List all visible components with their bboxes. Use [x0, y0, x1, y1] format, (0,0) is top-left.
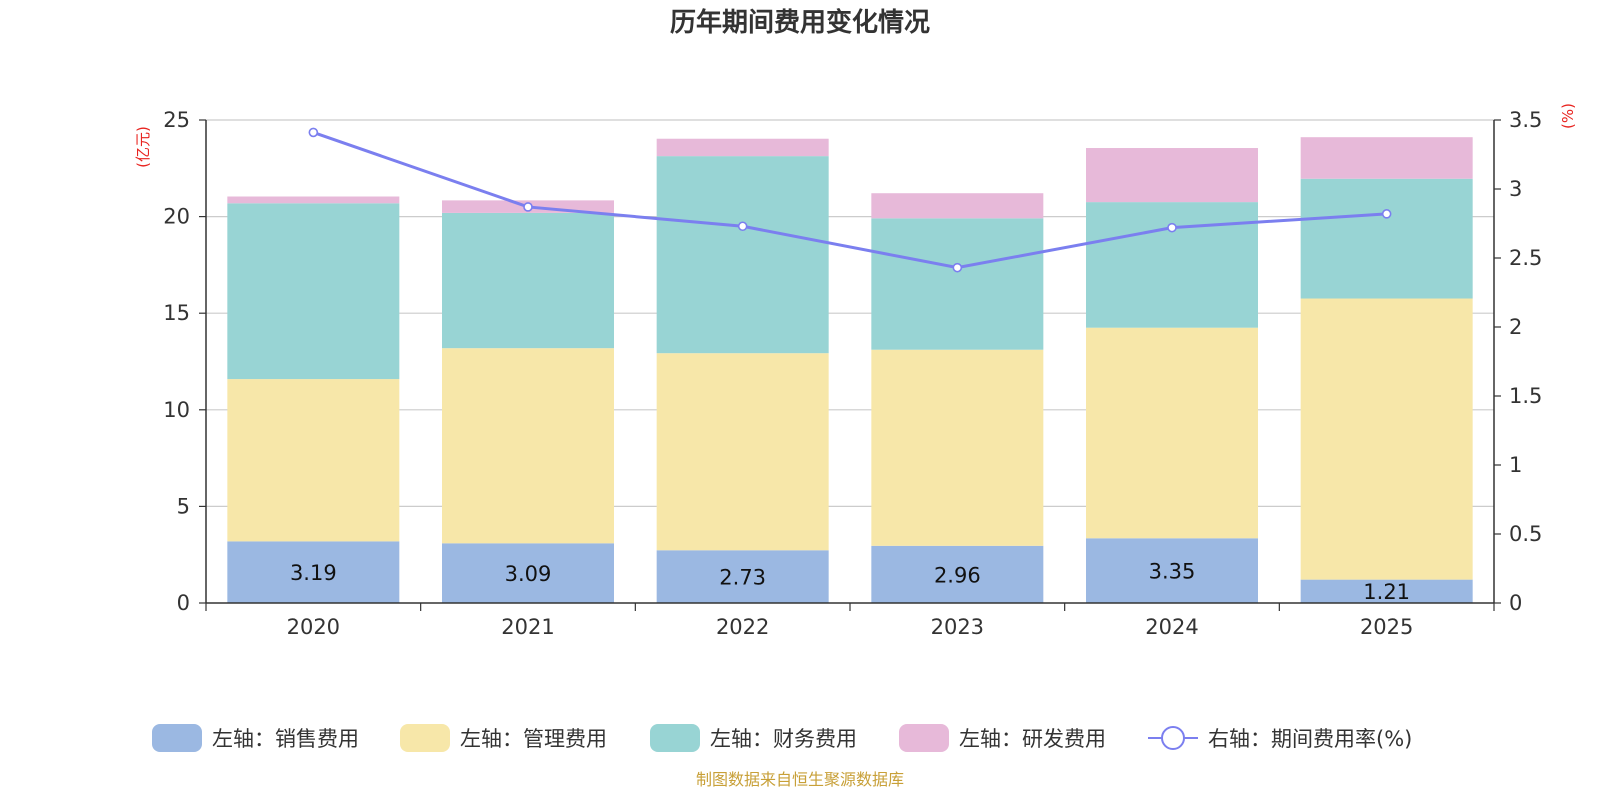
legend-label: 左轴：财务费用	[710, 727, 857, 751]
legend-swatch	[152, 724, 202, 752]
bar-data-label: 2.73	[719, 566, 766, 590]
right-tick-label: 1.5	[1509, 384, 1542, 408]
gridlines	[206, 119, 1494, 507]
legend-swatch	[899, 724, 949, 752]
bar-segment	[1086, 202, 1258, 328]
category-label: 2021	[501, 615, 554, 639]
category-label: 2023	[931, 615, 984, 639]
right-tick-label: 2.5	[1509, 246, 1542, 270]
category-label: 2024	[1145, 615, 1198, 639]
right-tick-label: 3	[1509, 177, 1522, 201]
left-tick-label: 25	[163, 108, 190, 132]
chart-title: 历年期间费用变化情况	[670, 7, 930, 38]
bar-segment	[871, 545, 1044, 603]
data-labels: 3.19 3.09 2.73 2.96 3.35 1.21	[290, 560, 1410, 604]
axes	[199, 119, 1501, 611]
category-label: 2025	[1360, 615, 1413, 639]
right-tick-label: 2	[1509, 315, 1522, 339]
rate-point	[308, 127, 319, 138]
rate-point	[952, 262, 963, 273]
rate-point	[523, 202, 533, 212]
bar-data-label: 3.35	[1149, 560, 1196, 584]
right-tick-label: 1	[1509, 453, 1522, 477]
bar-segment	[1086, 148, 1258, 203]
rate-point	[1381, 209, 1392, 219]
category-label: 2020	[287, 615, 340, 639]
legend-label: 左轴：管理费用	[460, 727, 607, 751]
bar-segment	[1300, 137, 1473, 179]
bar-segment	[1300, 579, 1473, 603]
right-tick-label: 0.5	[1509, 522, 1542, 546]
category-label: 2022	[716, 615, 769, 639]
rate-line-path	[312, 131, 1387, 270]
legend: 左轴：销售费用 左轴：管理费用 左轴：财务费用 左轴：研发费用 右轴：期间费用率(%)	[152, 724, 1412, 752]
bar-data-label: 3.19	[290, 561, 337, 585]
bar-data-label: 1.21	[1363, 580, 1410, 604]
legend-label: 左轴：销售费用	[212, 727, 359, 751]
bar-segment	[227, 203, 400, 380]
bar-segment	[442, 212, 614, 349]
bar-segment	[227, 379, 400, 542]
bar-segment	[656, 353, 829, 551]
bar-segment	[656, 550, 829, 603]
bar-segment	[656, 138, 829, 157]
left-tick-label: 0	[177, 591, 190, 615]
legend-label: 右轴：期间费用率(%)	[1208, 727, 1412, 751]
bar-segment	[1086, 327, 1258, 539]
legend-swatch	[650, 724, 700, 752]
legend-swatch	[400, 724, 450, 752]
bar-segment	[1086, 538, 1258, 603]
left-tick-label: 5	[177, 494, 190, 518]
right-axis-label: (%)	[1559, 103, 1577, 129]
bar-data-label: 3.09	[505, 562, 552, 586]
bar-segment	[442, 348, 614, 544]
bar-segment	[1300, 178, 1473, 299]
source-note: 制图数据来自恒生聚源数据库	[696, 770, 904, 789]
bar-segment	[227, 196, 400, 204]
bar-segment	[1300, 298, 1473, 580]
bar-segment	[871, 193, 1044, 219]
bar-segment	[442, 543, 614, 603]
rate-point	[737, 221, 748, 232]
right-tick-label: 0	[1509, 591, 1522, 615]
bar-data-label: 2.96	[934, 563, 981, 587]
rate-line	[308, 127, 1392, 273]
bar-segment	[871, 349, 1044, 546]
bars	[227, 137, 1473, 603]
right-tick-label: 3.5	[1509, 108, 1542, 132]
bar-segment	[227, 541, 400, 603]
legend-label: 左轴：研发费用	[959, 727, 1106, 751]
left-tick-label: 15	[163, 301, 190, 325]
left-tick-label: 10	[163, 398, 190, 422]
bar-segment	[871, 218, 1044, 350]
bar-segment	[656, 156, 829, 354]
left-tick-label: 20	[163, 205, 190, 229]
legend-marker-swatch	[1161, 726, 1185, 750]
rate-point	[1167, 222, 1177, 233]
left-axis-label: (亿元)	[134, 126, 152, 168]
